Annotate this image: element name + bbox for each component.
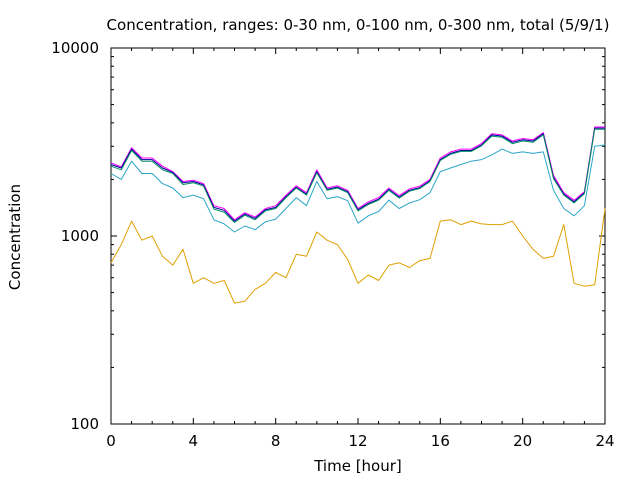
x-tick-label: 12 [348, 432, 367, 450]
series-line-3 [110, 128, 605, 223]
y-axis-label: Concentration [6, 184, 24, 290]
x-tick-label: 20 [513, 432, 532, 450]
series-line-2 [110, 127, 605, 222]
series-line-1 [110, 126, 605, 221]
x-tick-label: 24 [595, 432, 614, 450]
series-group [110, 126, 606, 304]
x-tick-label: 16 [431, 432, 450, 450]
x-tick-label: 4 [189, 432, 199, 450]
series-line-5 [110, 208, 606, 304]
y-tick-label: 100 [70, 415, 99, 433]
chart-title: Concentration, ranges: 0-30 nm, 0-100 nm… [107, 16, 610, 34]
y-tick-label: 10000 [51, 39, 99, 57]
y-tick-label: 1000 [61, 227, 99, 245]
axes-group: 0 4 8 12 16 20 24 100 1000 10000 [51, 39, 614, 450]
x-axis-label: Time [hour] [313, 457, 402, 475]
plot-frame [110, 47, 606, 425]
x-tick-label: 0 [106, 432, 116, 450]
series-line-4 [110, 144, 606, 233]
x-tick-label: 8 [271, 432, 281, 450]
